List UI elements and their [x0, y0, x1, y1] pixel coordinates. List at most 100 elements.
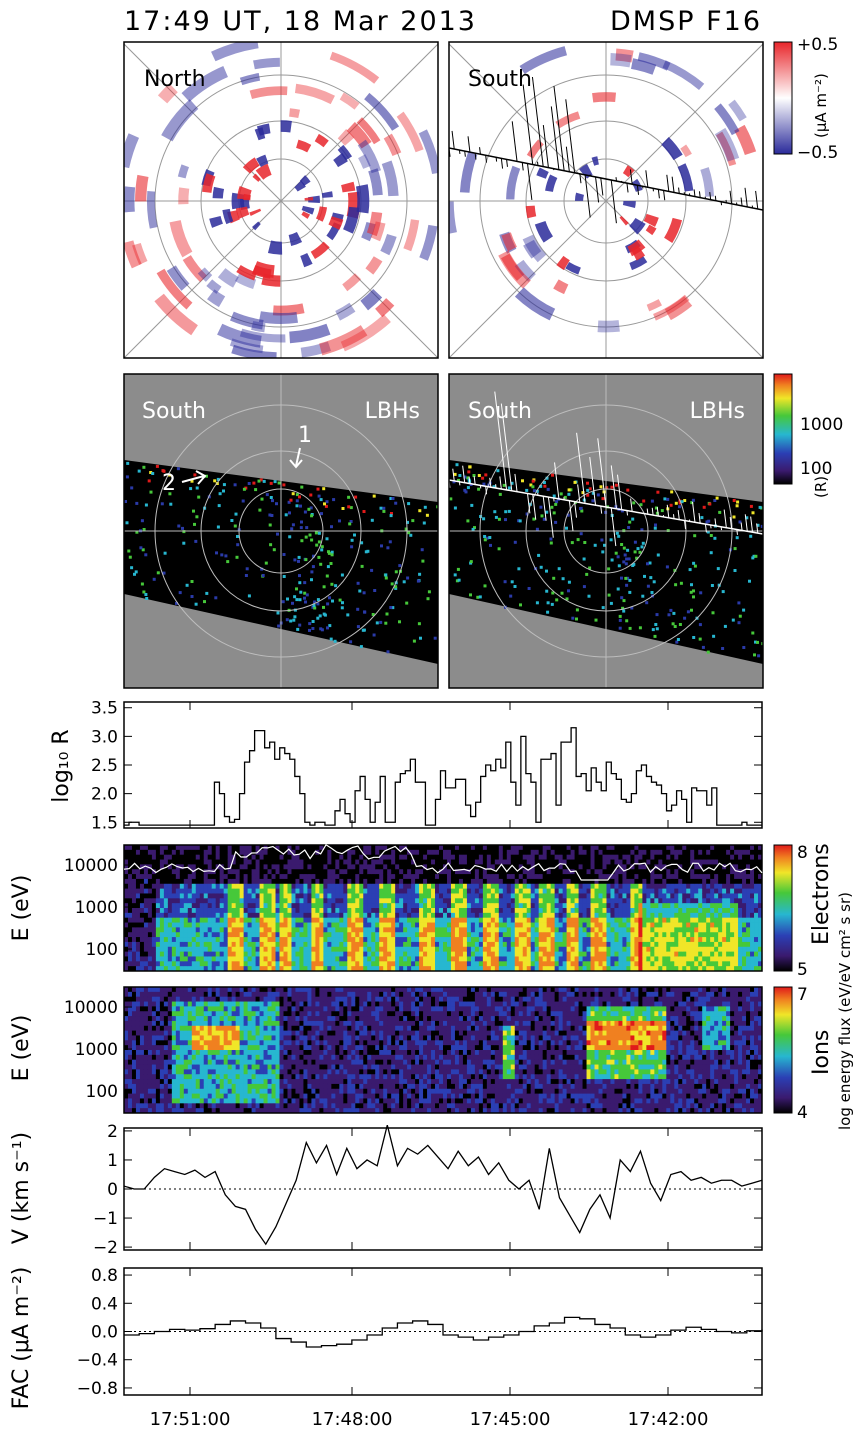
electron-spectrogram-cell [383, 927, 388, 933]
electron-spectrogram-cell [387, 917, 392, 923]
electron-spectrogram-cell [466, 893, 472, 899]
electron-spectrogram-cell [203, 937, 209, 943]
electron-spectrogram-cell [518, 878, 524, 885]
electron-spectrogram-cell [610, 903, 615, 909]
uv-image-left-pixel [193, 473, 197, 477]
electron-spectrogram-cell [602, 946, 607, 953]
electron-spectrogram-cell [423, 917, 428, 923]
uv-image-left-pixel [325, 537, 329, 541]
electron-spectrogram-cell [215, 912, 221, 919]
electron-spectrogram-cell [582, 864, 587, 870]
electron-spectrogram-cell [271, 937, 276, 943]
electron-spectrogram-cell [558, 908, 564, 914]
electron-spectrogram-cell [275, 874, 280, 880]
electron-spectrogram-cell [610, 893, 615, 899]
electron-spectrogram-cell [630, 922, 635, 928]
electron-spectrogram-cell [698, 845, 703, 851]
electron-spectrogram-cell [698, 932, 703, 938]
electron-spectrogram-cell [686, 845, 691, 851]
electron-spectrogram-cell [586, 966, 591, 972]
electron-spectrogram-cell [439, 864, 444, 870]
electron-spectrogram-cell [127, 883, 133, 890]
electron-spectrogram-cell [415, 845, 420, 851]
electron-spectrogram-cell [435, 903, 440, 909]
uv-image-left-pixel [296, 627, 300, 631]
electron-spectrogram-cell [506, 908, 512, 914]
electron-spectrogram-cell [510, 869, 516, 875]
electron-spectrogram-cell [454, 917, 460, 923]
electron-spectrogram-cell [534, 908, 540, 914]
uv-image-left-pixel [325, 574, 329, 578]
electron-spectrogram-cell [590, 941, 595, 948]
uv-image-right-pixel [748, 579, 751, 583]
electron-spectrogram-cell [259, 956, 264, 962]
electron-spectrogram-cell [682, 937, 687, 943]
electron-spectrogram-cell [514, 883, 520, 890]
electron-spectrogram-cell [530, 869, 536, 875]
electron-spectrogram-cell [714, 883, 719, 890]
electron-spectrogram-cell [407, 956, 412, 962]
electron-spectrogram-cell [307, 893, 312, 899]
north-fac-map-cell [296, 139, 312, 153]
electron-spectrogram-cell [363, 859, 368, 865]
electron-spectrogram-cell [606, 937, 611, 943]
south-velocity-vector [479, 147, 481, 155]
electron-spectrogram-cell [578, 874, 583, 880]
electron-spectrogram-cell [187, 922, 193, 928]
uv-image-left-pixel [214, 596, 218, 600]
uv-image-right-velocity-vector [473, 476, 476, 485]
electron-spectrogram-cell [522, 966, 528, 972]
electron-spectrogram-cell [710, 941, 715, 948]
uv-image-right-pixel [532, 489, 536, 493]
electron-spectrogram-cell [542, 941, 548, 948]
uv-image-right-pixel [709, 551, 713, 555]
electron-spectrogram-cell [514, 893, 520, 899]
electron-spectrogram-cell [263, 937, 268, 943]
electron-spectrogram-cell [546, 912, 552, 919]
uv-image-left-pixel [236, 543, 240, 547]
electron-spectrogram-cell [247, 922, 252, 928]
uv-image-left-pixel [194, 602, 198, 606]
electron-spectrogram-cell [598, 922, 603, 928]
electron-spectrogram-cell [522, 874, 528, 880]
electron-spectrogram-cell [347, 966, 352, 972]
electron-spectrogram-cell [718, 917, 723, 923]
electron-spectrogram-cell [470, 941, 476, 948]
uv-image-left-pixel [303, 596, 306, 600]
electron-spectrogram-cell [287, 874, 292, 880]
uv-image-left-pixel [289, 619, 293, 623]
uv-image-left-pixel [192, 509, 195, 513]
electron-spectrogram-cell [538, 908, 544, 914]
uv-image-right-pixel [723, 624, 727, 628]
electron-spectrogram-cell [239, 903, 245, 909]
electron-spectrogram-cell [247, 888, 252, 894]
electron-spectrogram-cell [259, 903, 264, 909]
electron-spectrogram-cell [295, 927, 300, 933]
electron-spectrogram-cell [199, 845, 205, 851]
electron-spectrogram-cell [259, 883, 264, 890]
uv-image-right-pixel [651, 628, 655, 632]
electron-spectrogram-cell [151, 878, 157, 885]
uv-image-right-pixel [599, 485, 603, 489]
electron-spectrogram-cell [203, 946, 209, 953]
electron-spectrogram-cell [199, 849, 205, 856]
electron-spectrogram-cell [131, 912, 137, 919]
electron-spectrogram-cell [307, 864, 312, 870]
electron-spectrogram-cell [415, 941, 420, 948]
electron-spectrogram-cell [143, 961, 149, 967]
electron-spectrogram-cell [630, 912, 635, 919]
electron-spectrogram-cell [403, 898, 408, 904]
uv-image-right-velocity-vector [589, 457, 597, 506]
electron-spectrogram-cell [443, 917, 448, 923]
electron-spectrogram-cell [319, 932, 324, 938]
electron-spectrogram-cell [139, 869, 145, 875]
uv-image-right-pixel [673, 625, 677, 628]
north-fac-map-cell [252, 173, 261, 182]
electron-spectrogram-cell [411, 932, 416, 938]
electron-spectrogram-cell [670, 922, 675, 928]
south-fac-map-cell [629, 255, 648, 271]
electron-spectrogram-cell [718, 869, 723, 875]
electron-spectrogram-cell [143, 903, 149, 909]
electron-spectrogram-cell [427, 859, 432, 865]
electron-spectrogram-cell [554, 961, 560, 967]
